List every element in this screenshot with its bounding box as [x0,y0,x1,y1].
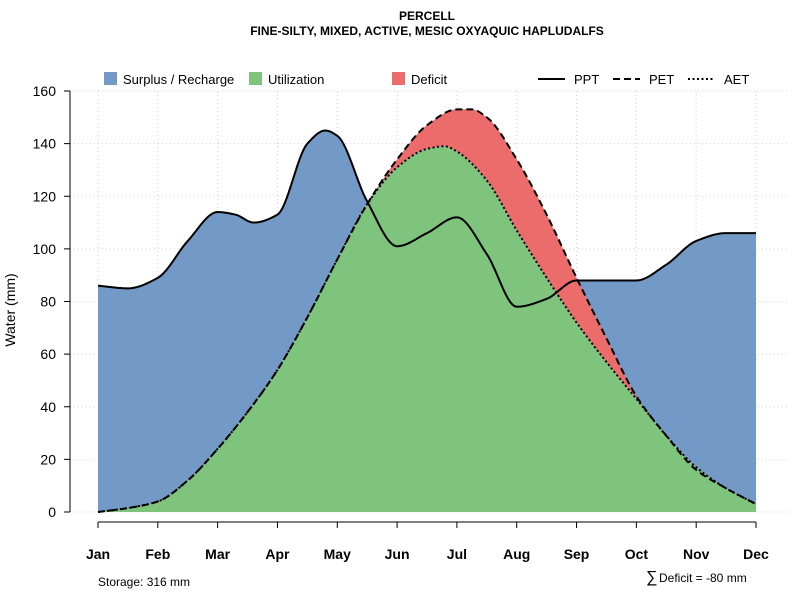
y-tick-label: 80 [40,294,56,310]
y-tick-label: 0 [48,504,56,520]
line-layer [97,108,757,513]
x-tick-label: Nov [683,546,710,562]
y-tick-label: 100 [33,241,57,257]
x-tick-label: Aug [503,546,530,562]
x-tick-label: Jun [385,546,410,562]
legend-label-aet: AET [724,72,749,87]
area-layer [98,109,756,513]
y-tick-label: 120 [33,188,57,204]
legend-swatch-deficit [392,72,405,85]
y-tick-label: 160 [33,83,57,99]
legend-label-surplus: Surplus / Recharge [123,72,234,87]
legend: Surplus / Recharge Utilization Deficit P… [104,72,749,87]
x-tick-label: Jan [86,546,110,562]
legend-label-ppt: PPT [574,72,599,87]
y-axis-label: Water (mm) [2,273,18,346]
y-tick-label: 40 [40,399,56,415]
x-tick-label: Oct [625,546,649,562]
deficit-note: Deficit = -80 mm [659,571,747,585]
legend-label-deficit: Deficit [411,72,448,87]
legend-label-utilization: Utilization [268,72,324,87]
x-tick-label: May [324,546,351,562]
x-tick-label: Feb [145,546,170,562]
legend-swatch-utilization [249,72,262,85]
x-tick-label: Apr [265,546,290,562]
x-tick-label: Jul [447,546,467,562]
x-tick-label: Dec [743,546,769,562]
axes: 0 20 40 60 80 100 120 140 160 Jan Feb Mar Apr May Jun J… [33,83,769,562]
series-line-aet [97,145,757,513]
y-tick-label: 60 [40,346,56,362]
chart-subtitle: FINE-SILTY, MIXED, ACTIVE, MESIC OXYAQUI… [250,24,604,38]
y-tick-label: 20 [40,451,56,467]
area-utilization [98,146,756,512]
series-line-ppt [97,129,756,308]
storage-note: Storage: 316 mm [98,575,190,589]
deficit-sum-symbol: ∑ [646,569,657,586]
legend-label-pet: PET [649,72,674,87]
legend-swatch-surplus [104,72,117,85]
chart-title: PERCELL [399,9,455,23]
x-tick-label: Sep [564,546,590,562]
y-tick-label: 140 [33,136,57,152]
x-tick-label: Mar [205,546,230,562]
